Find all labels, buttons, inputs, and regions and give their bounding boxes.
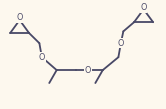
Text: O: O (118, 39, 124, 48)
Text: O: O (39, 53, 45, 62)
Text: O: O (140, 3, 147, 12)
Text: O: O (85, 66, 91, 75)
Text: O: O (16, 13, 23, 22)
